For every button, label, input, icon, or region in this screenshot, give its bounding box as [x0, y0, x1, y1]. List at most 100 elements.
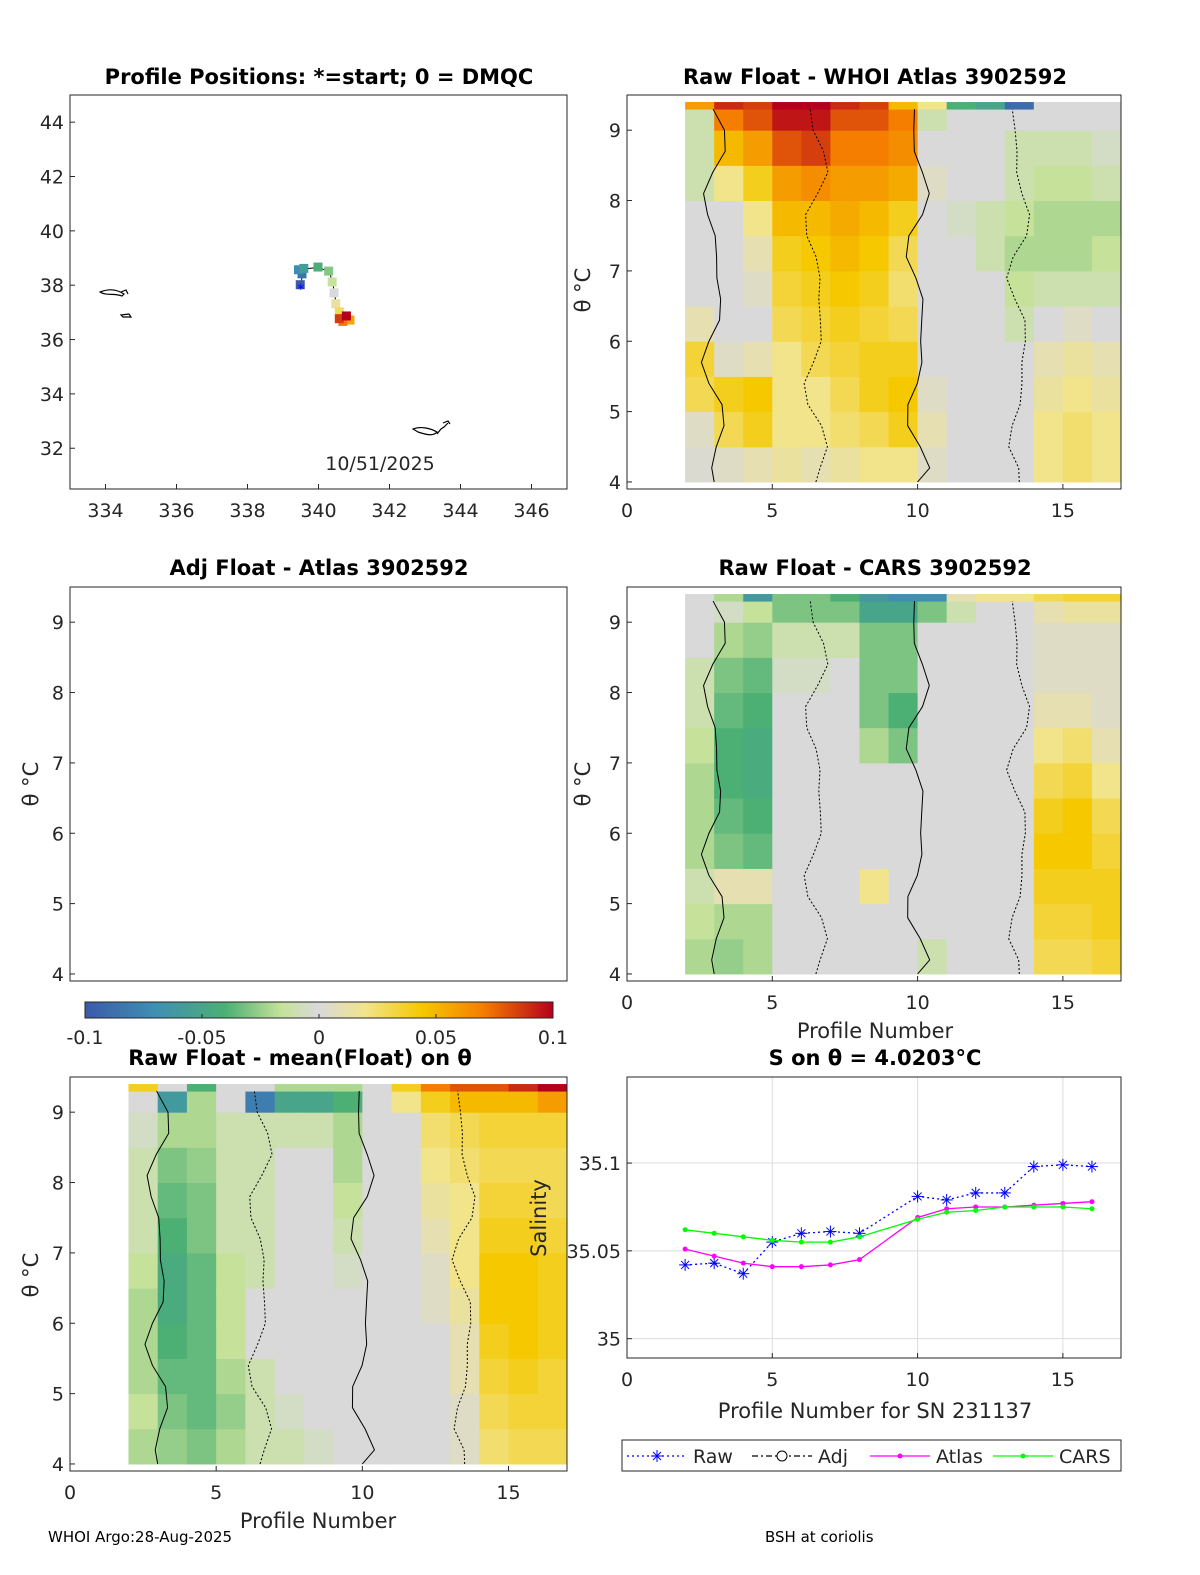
- heatmap-cell: [391, 1393, 422, 1430]
- heatmap-cell: [859, 235, 890, 272]
- heatmap-cell: [743, 130, 773, 166]
- heatmap-cell: [946, 235, 977, 272]
- heatmap-cell: [859, 601, 890, 623]
- heatmap-cell: [128, 1084, 159, 1092]
- heatmap-cell: [888, 762, 919, 799]
- x-tick-label: 5: [210, 1482, 222, 1504]
- heatmap-cell: [917, 200, 948, 237]
- raw-point: [679, 1258, 692, 1271]
- heatmap-cell: [333, 1182, 363, 1219]
- heatmap-cell: [714, 200, 744, 237]
- heatmap-cell: [333, 1147, 363, 1184]
- heatmap-cell: [508, 1393, 539, 1430]
- heatmap-cell: [888, 270, 919, 307]
- heatmap-cell: [1004, 798, 1035, 834]
- heatmap-cell: [743, 200, 773, 237]
- y-tick-label: 42: [40, 167, 64, 189]
- heatmap-cell: [1062, 446, 1093, 483]
- heatmap-cell: [975, 446, 1006, 483]
- heatmap-cell: [801, 657, 831, 694]
- heatmap-cell: [917, 109, 948, 131]
- legend-marker-atlas: [897, 1453, 903, 1459]
- heatmap-cell: [946, 727, 977, 764]
- profile-position-marker: [329, 288, 339, 298]
- heatmap-cell: [1091, 130, 1122, 166]
- raw-point: [940, 1193, 953, 1206]
- heatmap-cell: [685, 762, 715, 799]
- panel-map: Profile Positions: *=start; 0 = DMQC 334…: [40, 65, 568, 522]
- heatmap-cell: [508, 1428, 539, 1465]
- heatmap-cell: [859, 798, 890, 834]
- heatmap-cell: [917, 762, 948, 799]
- heatmap-cell: [216, 1217, 246, 1254]
- heatmap-cell: [888, 306, 919, 342]
- legend-label-adj: Adj: [818, 1446, 848, 1468]
- y-tick-label: 5: [52, 894, 64, 916]
- heatmap-cell: [1033, 833, 1064, 869]
- heatmap-cell: [714, 102, 744, 110]
- heatmap-cell: [420, 1084, 451, 1092]
- heatmap-cell: [303, 1182, 334, 1219]
- heatmap-cell: [714, 657, 744, 694]
- heatmap-cell: [714, 622, 744, 658]
- heatmap-cell: [830, 411, 860, 448]
- heatmap-cell: [391, 1358, 422, 1395]
- heatmap-cell: [245, 1147, 276, 1184]
- heatmap-cell: [216, 1288, 246, 1324]
- heatmap-cell: [186, 1182, 217, 1219]
- y-tick-label: 7: [52, 753, 64, 775]
- heatmap-cell: [216, 1084, 246, 1092]
- heatmap-cell: [714, 376, 744, 413]
- heatmap-cell: [975, 376, 1006, 413]
- heatmap-cell: [450, 1323, 480, 1359]
- heatmap-cell: [1062, 341, 1093, 377]
- heatmap-cell: [801, 270, 831, 307]
- atlas-point: [1089, 1199, 1095, 1205]
- heatmap-cell: [685, 270, 715, 307]
- heatmap-cell: [1004, 903, 1035, 940]
- heatmap-cell: [946, 601, 977, 623]
- heatmap-cell: [975, 594, 1006, 602]
- heatmap-cell: [333, 1091, 363, 1113]
- heatmap-cell: [508, 1112, 539, 1148]
- heatmap-cell: [975, 868, 1006, 905]
- heatmap-cell: [946, 622, 977, 658]
- heatmap-cell: [714, 594, 744, 602]
- sal-ylabel: Salinity: [527, 1179, 551, 1257]
- heatmap-cell: [479, 1112, 510, 1148]
- heatmap-cell: [1062, 376, 1093, 413]
- heatmap-cell: [975, 341, 1006, 377]
- heatmap-cell: [743, 235, 773, 272]
- heatmap-cell: [859, 341, 890, 377]
- heatmap-cell: [888, 341, 919, 377]
- raw-marker-stroke: [913, 1192, 922, 1201]
- heatmap-cell: [772, 622, 802, 658]
- heatmap-cell: [245, 1112, 276, 1148]
- heatmap-cell: [186, 1112, 217, 1148]
- heatmap-cell: [479, 1288, 510, 1324]
- heatmap-cell: [362, 1358, 393, 1395]
- y-tick-label: 36: [40, 330, 64, 352]
- y-tick-label: 7: [52, 1243, 64, 1265]
- y-tick-label: 7: [609, 261, 621, 283]
- profile-position-marker: [341, 311, 351, 321]
- heatmap-cell: [1033, 727, 1064, 764]
- profile-positions: *: [293, 262, 355, 326]
- heatmap-cell: [245, 1288, 276, 1324]
- heatmap-cell: [859, 306, 890, 342]
- island-coastline: [442, 420, 451, 425]
- heatmap-cell: [216, 1323, 246, 1359]
- heatmap-cell: [946, 200, 977, 237]
- heatmap-cell: [1004, 376, 1035, 413]
- heatmap-cell: [450, 1182, 480, 1219]
- colorbar-tick-label: 0: [313, 1027, 325, 1049]
- heatmap-cell: [743, 622, 773, 658]
- heatmap-cell: [801, 165, 831, 202]
- heatmap-cell: [420, 1428, 451, 1465]
- heatmap-cell: [362, 1091, 393, 1113]
- panel-salinity: S on θ = 4.0203°C 0 5 10 15 35 35.05 35.1 Sali…: [527, 1046, 1122, 1472]
- heatmap-cell: [1091, 411, 1122, 448]
- heatmap-cell: [772, 165, 802, 202]
- heatmap-cell: [216, 1112, 246, 1148]
- cars-title: Raw Float - CARS 3902592: [718, 556, 1031, 580]
